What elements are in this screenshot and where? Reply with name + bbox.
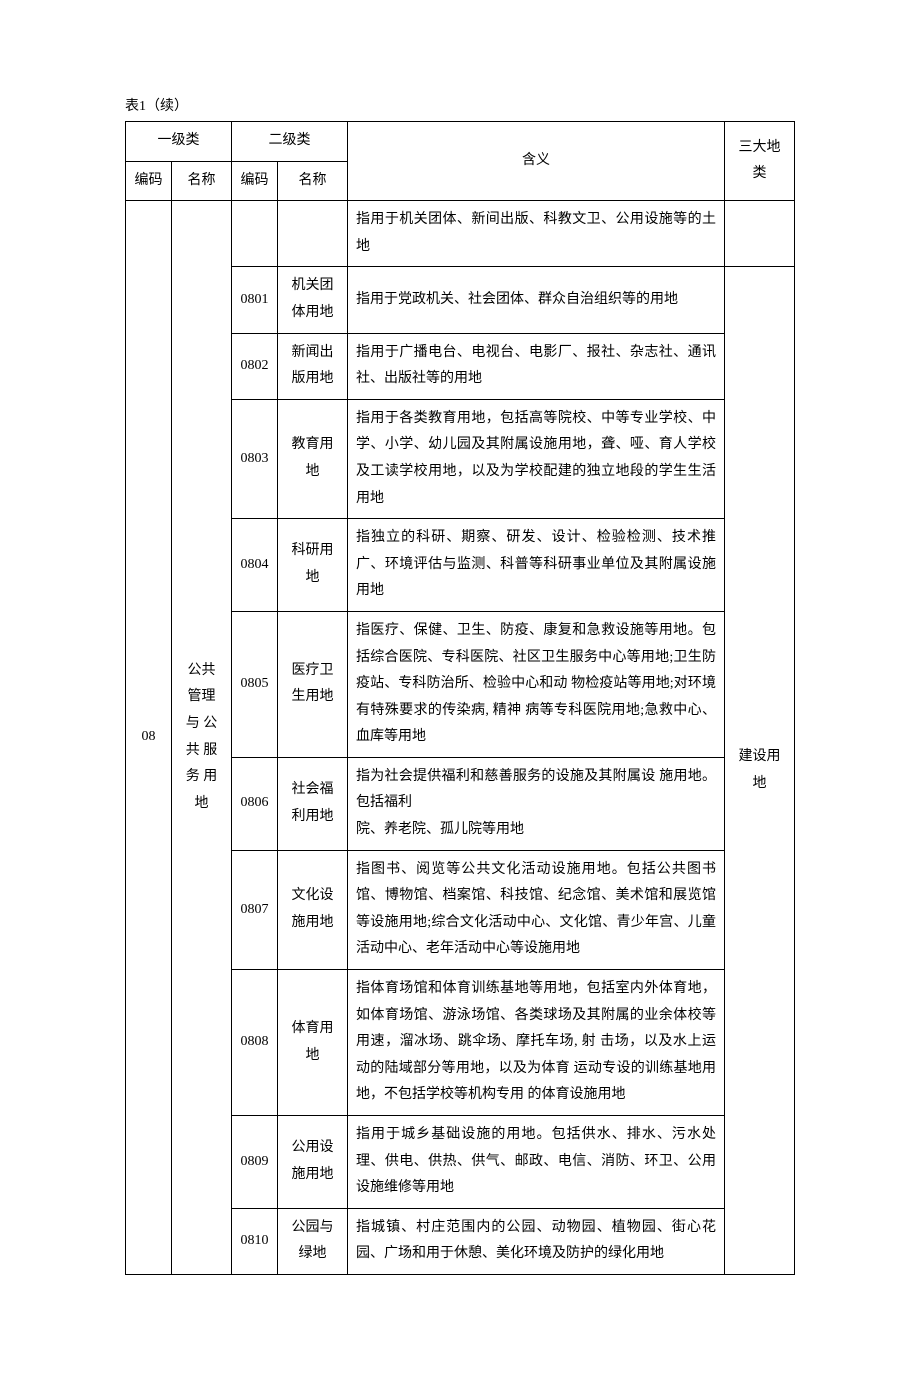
land-classification-table: 一级类 二级类 含义 三大地类 编码 名称 编码 名称 08公共 管理 与 公共… <box>125 121 795 1275</box>
cat3-cell: 建设用地 <box>725 267 795 1275</box>
header-name1: 名称 <box>172 161 232 201</box>
header-name2: 名称 <box>278 161 348 201</box>
level2-code: 0804 <box>232 519 278 612</box>
header-code1: 编码 <box>126 161 172 201</box>
level2-code: 0808 <box>232 970 278 1116</box>
level2-name: 公用设施用地 <box>278 1116 348 1209</box>
meaning-cell: 指用于广播电台、电视台、电影厂、报社、杂志社、通讯社、出版社等的用地 <box>348 333 725 399</box>
table-header: 一级类 二级类 含义 三大地类 编码 名称 编码 名称 <box>126 122 795 201</box>
meaning-cell: 指城镇、村庄范围内的公园、动物园、植物园、街心花园、广场和用于休憩、美化环境及防… <box>348 1208 725 1274</box>
meaning-cell: 指用于党政机关、社会团体、群众自治组织等的用地 <box>348 267 725 333</box>
meaning-cell: 指体育场馆和体育训练基地等用地，包括室内外体育地，如体育场馆、游泳场馆、各类球场… <box>348 970 725 1116</box>
header-cat3: 三大地类 <box>725 122 795 201</box>
meaning-cell: 指用于城乡基础设施的用地。包括供水、排水、污水处理、供电、供热、供气、邮政、电信… <box>348 1116 725 1209</box>
level2-code: 0810 <box>232 1208 278 1274</box>
header-meaning: 含义 <box>348 122 725 201</box>
header-group2: 二级类 <box>232 122 348 162</box>
level2-name <box>278 201 348 267</box>
meaning-cell: 指用于机关团体、新间出版、科教文卫、公用设施等的土地 <box>348 201 725 267</box>
level2-code: 0801 <box>232 267 278 333</box>
level2-code: 0809 <box>232 1116 278 1209</box>
table-caption: 表1（续） <box>125 95 795 115</box>
level2-code: 0803 <box>232 399 278 518</box>
meaning-cell: 指医疗、保健、卫生、防疫、康复和急救设施等用地。包括综合医院、专科医院、社区卫生… <box>348 611 725 757</box>
level2-name: 新闻出版用地 <box>278 333 348 399</box>
table-body: 08公共 管理 与 公共 服 务 用 地 指用于机关团体、新间出版、科教文卫、公用… <box>126 201 795 1275</box>
header-code2: 编码 <box>232 161 278 201</box>
level2-code: 0806 <box>232 757 278 850</box>
meaning-cell: 指用于各类教育用地，包括高等院校、中等专业学校、中学、小学、幼儿园及其附属设施用… <box>348 399 725 518</box>
meaning-cell: 指独立的科研、期察、研发、设计、检验检测、技术推广、环境评估与监测、科普等科研事… <box>348 519 725 612</box>
level2-name: 文化设施用地 <box>278 850 348 969</box>
table-row: 08公共 管理 与 公共 服 务 用 地指用于机关团体、新间出版、科教文卫、公用… <box>126 201 795 267</box>
cat3-cell-empty <box>725 201 795 267</box>
level2-name: 科研用地 <box>278 519 348 612</box>
level2-code: 0807 <box>232 850 278 969</box>
level2-name: 公园与绿地 <box>278 1208 348 1274</box>
meaning-cell: 指图书、阅览等公共文化活动设施用地。包括公共图书馆、博物馆、档案馆、科技馆、纪念… <box>348 850 725 969</box>
level2-code: 0802 <box>232 333 278 399</box>
level1-name: 公共 管理 与 公共 服 务 用 地 <box>172 201 232 1275</box>
level2-name: 社会福利用地 <box>278 757 348 850</box>
level2-name: 体育用地 <box>278 970 348 1116</box>
level2-name: 医疗卫生用地 <box>278 611 348 757</box>
header-row-1: 一级类 二级类 含义 三大地类 <box>126 122 795 162</box>
header-group1: 一级类 <box>126 122 232 162</box>
level2-name: 教育用地 <box>278 399 348 518</box>
level1-code: 08 <box>126 201 172 1275</box>
meaning-cell: 指为社会提供福利和慈善服务的设施及其附属设 施用地。包括福利 院、养老院、孤儿院… <box>348 757 725 850</box>
level2-name: 机关团体用地 <box>278 267 348 333</box>
level2-code: 0805 <box>232 611 278 757</box>
level2-code <box>232 201 278 267</box>
